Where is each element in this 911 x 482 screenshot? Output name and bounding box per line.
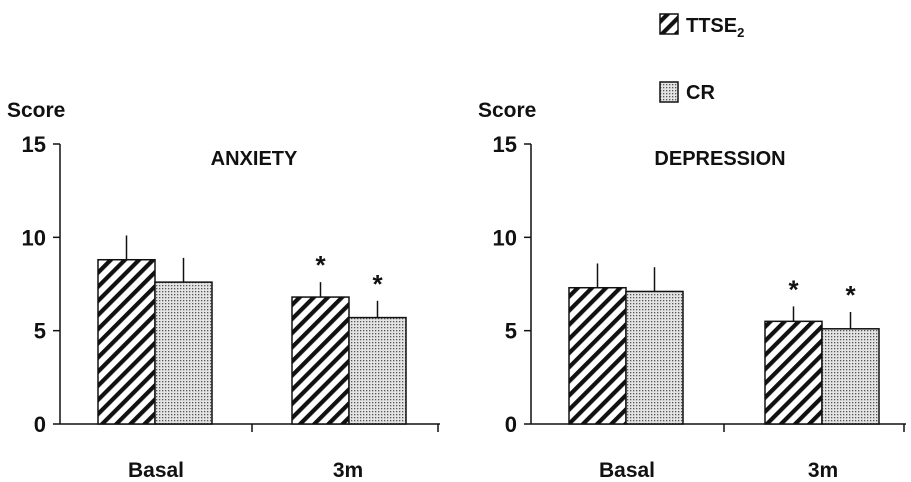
significance-marker: * bbox=[372, 269, 383, 299]
significance-marker: * bbox=[788, 274, 799, 304]
legend-swatch-hatch bbox=[659, 13, 679, 35]
legend-label-ttse2: TTSE2 bbox=[686, 15, 744, 40]
bar-ttse2 bbox=[764, 320, 823, 425]
legend: TTSE2 CR bbox=[659, 13, 744, 104]
y-tick-label: 5 bbox=[34, 319, 46, 344]
x-tick-label: 3m bbox=[808, 459, 838, 482]
bar-cr bbox=[348, 316, 407, 425]
x-tick-label: Basal bbox=[128, 459, 184, 482]
x-tick-label: Basal bbox=[599, 459, 655, 482]
anxiety-panel: Score ANXIETY 0 5 10 15 Basal 3m * * bbox=[7, 99, 440, 482]
y-tick-label: 10 bbox=[22, 225, 46, 250]
y-tick-label: 15 bbox=[22, 132, 46, 157]
legend-swatch-dots bbox=[659, 81, 679, 103]
y-axis-label: Score bbox=[478, 99, 536, 122]
bar-cr bbox=[821, 328, 880, 425]
depression-panel: Score DEPRESSION 0 5 10 15 Basal 3m * * bbox=[478, 99, 906, 482]
x-tick-label: 3m bbox=[333, 459, 363, 482]
legend-item-ttse2: TTSE2 bbox=[659, 13, 744, 40]
bar-cr bbox=[154, 281, 213, 425]
chart-title: ANXIETY bbox=[211, 148, 298, 170]
y-tick-label: 0 bbox=[34, 412, 46, 437]
y-tick-label: 10 bbox=[493, 225, 517, 250]
significance-marker: * bbox=[315, 250, 326, 280]
legend-item-cr: CR bbox=[659, 81, 715, 104]
bar-ttse2 bbox=[291, 296, 350, 425]
chart-title: DEPRESSION bbox=[654, 148, 785, 170]
y-axis-label: Score bbox=[7, 99, 65, 122]
bar-cr bbox=[625, 290, 684, 425]
y-tick-label: 0 bbox=[505, 412, 517, 437]
y-tick-label: 15 bbox=[493, 132, 517, 157]
significance-marker: * bbox=[845, 280, 856, 310]
bar-ttse2 bbox=[97, 258, 156, 425]
legend-label-cr: CR bbox=[686, 82, 715, 104]
y-tick-label: 5 bbox=[505, 319, 517, 344]
bar-ttse2 bbox=[568, 286, 627, 425]
